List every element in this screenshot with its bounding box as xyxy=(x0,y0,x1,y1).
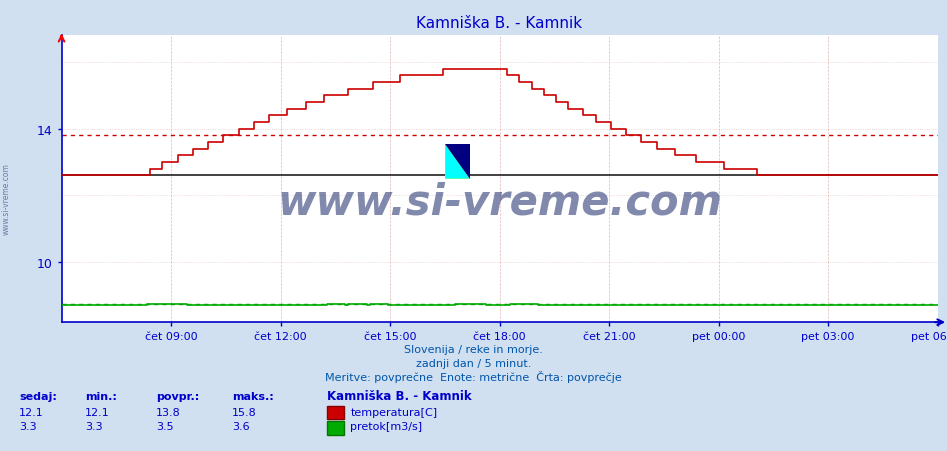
Text: 3.3: 3.3 xyxy=(19,421,37,431)
Text: zadnji dan / 5 minut.: zadnji dan / 5 minut. xyxy=(416,358,531,368)
Text: 3.3: 3.3 xyxy=(85,421,103,431)
Text: Kamniška B. - Kamnik: Kamniška B. - Kamnik xyxy=(327,389,472,402)
Text: 3.6: 3.6 xyxy=(232,421,250,431)
Text: pretok[m3/s]: pretok[m3/s] xyxy=(350,421,422,431)
Text: 3.5: 3.5 xyxy=(156,421,174,431)
Title: Kamniška B. - Kamnik: Kamniška B. - Kamnik xyxy=(417,16,582,31)
Text: Meritve: povprečne  Enote: metrične  Črta: povprečje: Meritve: povprečne Enote: metrične Črta:… xyxy=(325,370,622,382)
Text: povpr.:: povpr.: xyxy=(156,391,200,401)
Text: 12.1: 12.1 xyxy=(19,407,44,417)
Polygon shape xyxy=(445,145,470,179)
Text: 15.8: 15.8 xyxy=(232,407,257,417)
Text: min.:: min.: xyxy=(85,391,117,401)
Text: sedaj:: sedaj: xyxy=(19,391,57,401)
Text: 12.1: 12.1 xyxy=(85,407,110,417)
Text: www.si-vreme.com: www.si-vreme.com xyxy=(277,181,722,223)
Text: 13.8: 13.8 xyxy=(156,407,181,417)
Text: temperatura[C]: temperatura[C] xyxy=(350,407,438,417)
Bar xyxy=(445,145,470,179)
Text: www.si-vreme.com: www.si-vreme.com xyxy=(1,162,10,235)
Polygon shape xyxy=(445,145,470,179)
Text: Slovenija / reke in morje.: Slovenija / reke in morje. xyxy=(404,345,543,354)
Text: maks.:: maks.: xyxy=(232,391,274,401)
